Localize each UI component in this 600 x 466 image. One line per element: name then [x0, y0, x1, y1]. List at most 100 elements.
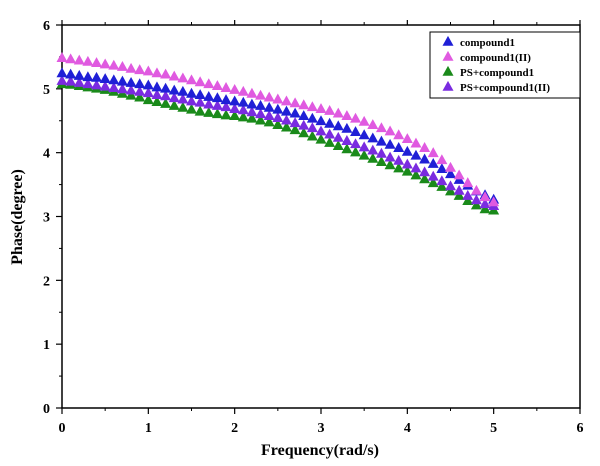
- data-point: [142, 65, 154, 76]
- data-point: [168, 99, 180, 110]
- data-point: [488, 196, 500, 207]
- data-point: [246, 112, 258, 123]
- data-point: [211, 92, 223, 103]
- data-point: [350, 112, 362, 123]
- data-point: [479, 191, 491, 202]
- data-point: [427, 170, 439, 181]
- data-point: [280, 121, 292, 132]
- legend-marker: [442, 50, 454, 61]
- data-point: [73, 54, 85, 65]
- axis-ticks: 0 1 2 3 4 5 6 0 1 2 3 4 5 6: [43, 19, 584, 436]
- data-point: [401, 133, 413, 144]
- data-point: [186, 95, 197, 106]
- data-point: [445, 180, 456, 191]
- data-point: [255, 114, 267, 125]
- data-point: [289, 97, 301, 108]
- data-point: [99, 73, 111, 84]
- data-point: [134, 64, 146, 75]
- data-point: [410, 169, 422, 180]
- data-point: [203, 98, 215, 109]
- data-point: [246, 87, 258, 98]
- data-point: [65, 53, 77, 64]
- data-point: [427, 158, 439, 168]
- data-point: [151, 96, 163, 107]
- data-point: [194, 89, 206, 99]
- data-point: [220, 109, 232, 120]
- x-tick-label: 5: [490, 421, 497, 436]
- legend-box: [429, 31, 581, 99]
- data-point: [160, 68, 172, 79]
- data-point: [237, 85, 249, 96]
- data-point: [350, 146, 362, 157]
- data-point: [462, 195, 474, 205]
- x-tick-label: 2: [231, 421, 238, 436]
- data-point: [410, 162, 422, 173]
- data-point: [419, 166, 431, 177]
- data-point: [272, 103, 284, 114]
- data-point: [358, 141, 370, 152]
- data-point: [401, 158, 413, 169]
- data-point: [341, 143, 353, 154]
- x-tick-label: 1: [145, 421, 152, 436]
- data-point: [186, 87, 197, 98]
- data-point: [82, 55, 94, 66]
- data-point: [142, 79, 154, 90]
- data-point: [445, 185, 456, 196]
- data-point: [341, 122, 353, 133]
- data-point: [91, 57, 103, 68]
- data-point: [255, 99, 267, 110]
- data-point: [142, 94, 154, 105]
- data-point: [306, 101, 318, 112]
- data-point: [341, 110, 353, 121]
- data-point: [186, 103, 197, 114]
- data-point: [151, 81, 163, 92]
- data-point: [272, 93, 284, 104]
- data-point: [203, 78, 215, 89]
- data-point: [116, 83, 128, 94]
- data-point: [125, 62, 137, 73]
- data-point: [419, 173, 431, 184]
- data-point: [263, 116, 275, 127]
- data-point: [358, 129, 370, 140]
- data-point: [194, 105, 206, 116]
- data-point: [358, 149, 370, 160]
- data-point: [125, 89, 137, 100]
- y-tick-label: 1: [43, 338, 50, 353]
- data-point: [211, 99, 223, 110]
- data-point: [453, 169, 465, 180]
- data-point: [332, 131, 344, 142]
- data-point: [229, 83, 241, 94]
- data-point: [367, 132, 379, 143]
- data-point: [177, 93, 189, 104]
- data-point: [298, 127, 310, 138]
- data-point: [324, 136, 336, 147]
- series-2: [56, 78, 500, 215]
- data-point: [177, 85, 189, 96]
- data-point: [341, 135, 353, 145]
- data-point: [160, 82, 172, 93]
- data-point: [410, 149, 422, 160]
- data-point: [91, 71, 103, 82]
- data-point: [332, 120, 344, 131]
- data-point: [151, 67, 163, 78]
- series-3: [56, 75, 500, 211]
- data-point: [367, 144, 379, 155]
- data-point: [393, 162, 405, 173]
- data-point: [289, 117, 301, 128]
- data-point: [237, 111, 249, 122]
- data-point: [272, 112, 284, 122]
- legend-label: compound1: [460, 37, 515, 49]
- data-point: [324, 128, 336, 139]
- data-point: [436, 163, 448, 174]
- data-point: [203, 90, 215, 101]
- data-point: [220, 82, 232, 92]
- data-point: [436, 180, 448, 191]
- data-point: [56, 75, 68, 85]
- data-point: [177, 72, 189, 83]
- data-point: [134, 78, 146, 89]
- data-point: [211, 80, 223, 91]
- data-point: [289, 107, 301, 118]
- y-axis-label: Phase(degree): [9, 169, 26, 265]
- data-point: [453, 184, 465, 195]
- data-point: [393, 154, 405, 165]
